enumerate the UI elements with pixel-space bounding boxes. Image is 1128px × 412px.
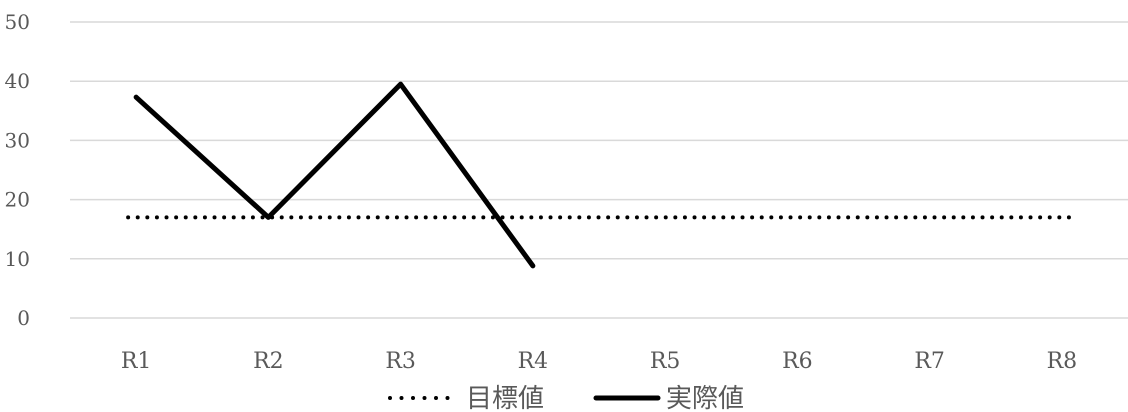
legend: 目標値 実際値: [388, 384, 744, 412]
data-point-actual-R2: [268, 217, 269, 218]
gridlines: [70, 21, 1128, 319]
x-tick-label-R7: R7: [914, 349, 945, 374]
y-axis-tick-labels: 0 10 20 30 40 50: [5, 10, 30, 330]
x-tick-label-R1: R1: [121, 349, 152, 374]
series-line-actual: [133, 81, 536, 269]
data-point-target-R8: [1061, 217, 1062, 218]
y-tick-label-40: 40: [5, 69, 30, 93]
x-tick-label-R6: R6: [782, 349, 813, 374]
data-point-target-R7: [929, 217, 930, 218]
x-tick-label-R2: R2: [253, 349, 284, 374]
legend-label-target: 目標値: [466, 384, 544, 412]
y-tick-label-30: 30: [5, 128, 30, 152]
y-tick-label-20: 20: [5, 188, 30, 212]
x-tick-label-R8: R8: [1047, 349, 1078, 374]
legend-label-actual: 実際値: [666, 384, 744, 412]
x-tick-label-R5: R5: [650, 349, 681, 374]
data-point-target-R6: [797, 217, 798, 218]
x-tick-label-R4: R4: [518, 349, 549, 374]
series-lines: [126, 81, 1072, 269]
y-tick-label-10: 10: [5, 247, 30, 271]
x-axis-tick-labels: R1 R2 R3 R4 R5 R6 R7 R8: [121, 349, 1077, 374]
data-point-actual-R3: [400, 84, 401, 85]
y-tick-label-0: 0: [17, 306, 30, 330]
data-point-actual-R4: [532, 265, 533, 266]
data-point-target-R4: [532, 217, 533, 218]
data-point-target-R1: [136, 217, 137, 218]
data-point-actual-R1: [136, 97, 137, 98]
data-point-target-R5: [665, 217, 666, 218]
x-tick-label-R3: R3: [385, 349, 416, 374]
y-tick-label-50: 50: [5, 10, 30, 34]
data-point-target-R3: [400, 217, 401, 218]
